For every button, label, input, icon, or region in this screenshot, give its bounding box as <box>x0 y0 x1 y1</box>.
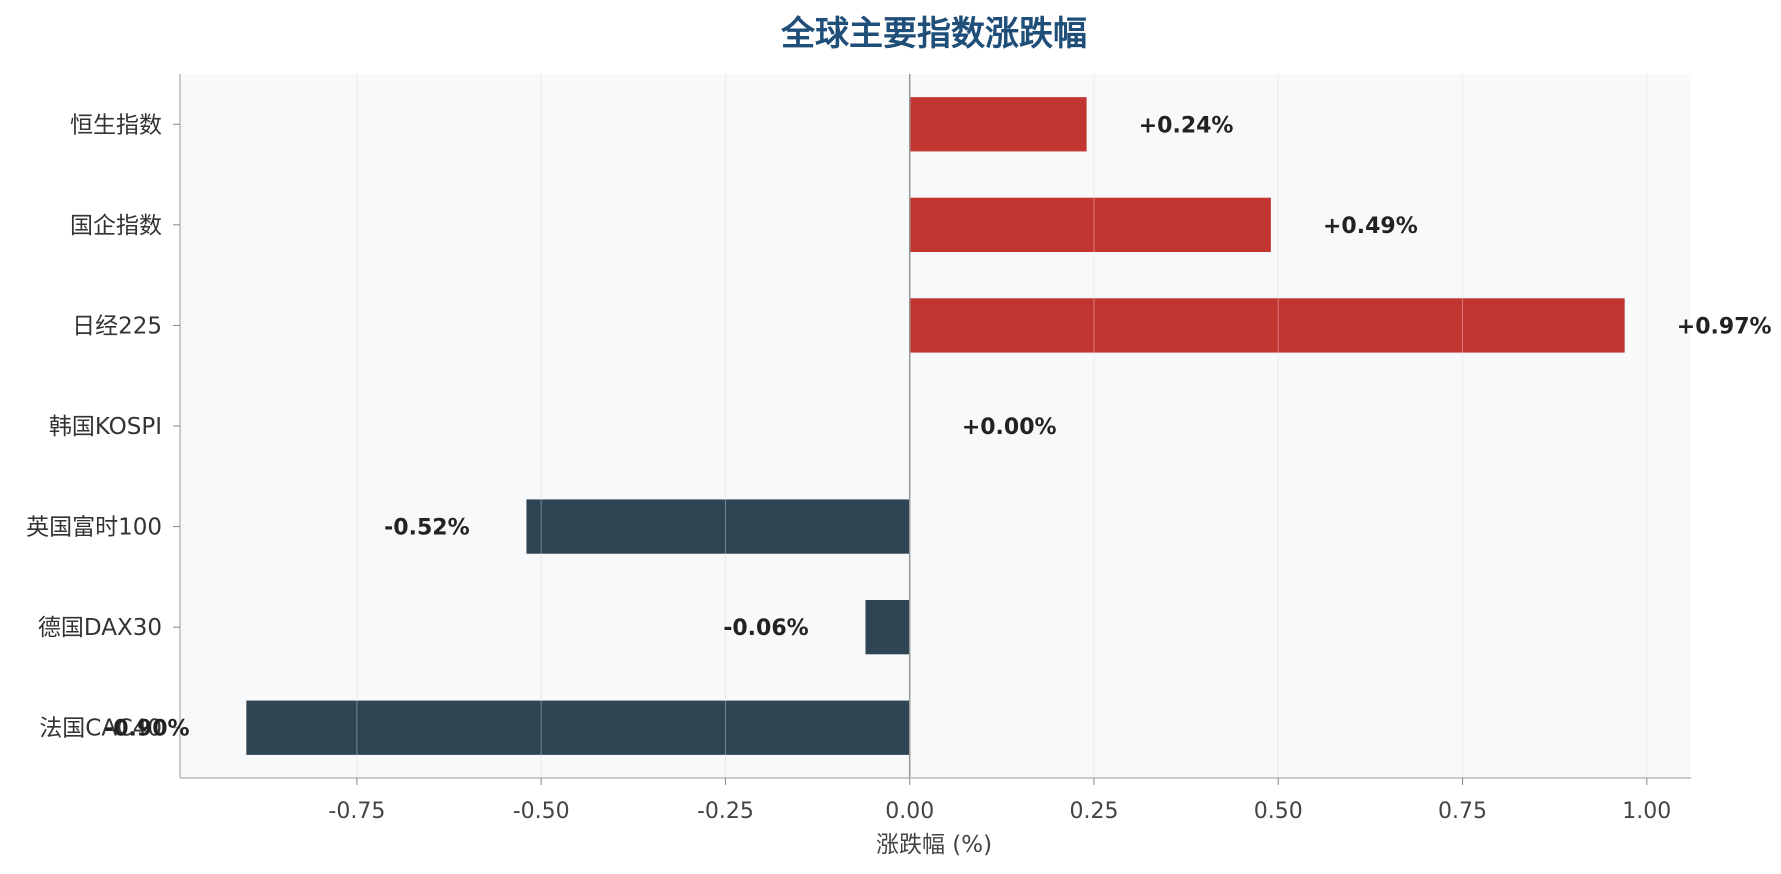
x-tick-label: 0.00 <box>885 799 934 824</box>
axes: -0.75 -0.50 -0.25 0.00 0.25 0.50 0.75 1.00 恒生指数国… <box>26 74 1691 824</box>
x-tick-label: 1.00 <box>1622 799 1671 824</box>
category-label: 日经225 <box>72 313 162 339</box>
category-label: 英国富时100 <box>26 515 162 541</box>
category-label: 德国DAX30 <box>38 615 162 641</box>
bars <box>246 74 1648 778</box>
x-tick-label: 0.50 <box>1254 799 1303 824</box>
chart-title: 全球主要指数涨跌幅 <box>780 14 1087 54</box>
value-label: +0.24% <box>1139 113 1234 138</box>
x-tick-label: -0.25 <box>697 799 754 824</box>
value-label: -0.90% <box>104 717 189 742</box>
bar-6 <box>246 700 910 755</box>
x-tick-label: -0.50 <box>513 799 570 824</box>
value-label: +0.97% <box>1677 314 1772 339</box>
plot-area <box>180 74 1691 778</box>
category-label: 法国CAC40 <box>39 716 162 742</box>
bar-4 <box>526 499 910 554</box>
bar-0 <box>909 97 1087 152</box>
value-label: -0.52% <box>384 516 469 541</box>
value-labels: +0.24% +0.49% +0.97% +0.00% -0.52% -0.06% -0.9… <box>104 113 1771 741</box>
x-tick-label: -0.75 <box>328 799 385 824</box>
x-axis-title: 涨跌幅 (%) <box>876 832 992 858</box>
bar-2 <box>909 298 1625 353</box>
value-label: +0.00% <box>962 415 1057 440</box>
category-label: 国企指数 <box>70 213 162 239</box>
bar-1 <box>909 197 1271 253</box>
category-label: 恒生指数 <box>70 112 162 138</box>
x-tick-label: 0.75 <box>1438 799 1487 824</box>
bar-5 <box>865 599 910 655</box>
value-label: -0.06% <box>723 616 808 641</box>
value-label: +0.49% <box>1323 214 1418 239</box>
x-tick-label: 0.25 <box>1069 799 1118 824</box>
category-label: 韩国KOSPI <box>49 414 162 440</box>
